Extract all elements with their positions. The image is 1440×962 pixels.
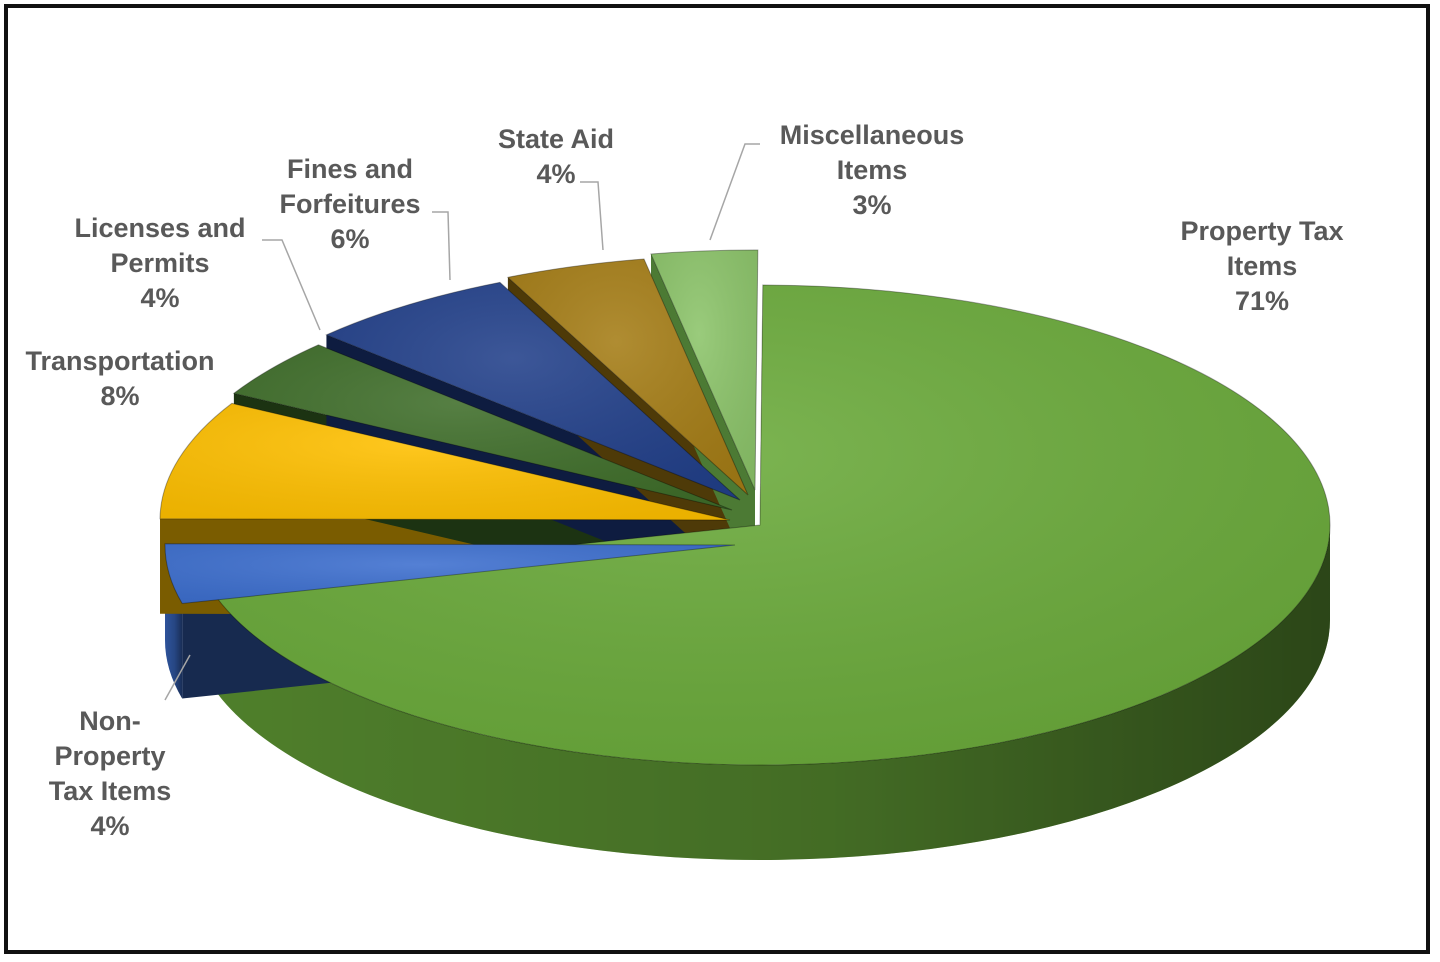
data-label-name: Items bbox=[837, 155, 908, 185]
data-label-name: Transportation bbox=[25, 346, 214, 376]
pie-slice-shine bbox=[165, 543, 736, 604]
pie-slice-shine bbox=[207, 285, 1331, 766]
data-label-value: 8% bbox=[100, 381, 139, 411]
data-label-value: 4% bbox=[90, 811, 129, 841]
data-label-name: Forfeitures bbox=[279, 189, 420, 219]
data-label-value: 4% bbox=[536, 159, 575, 189]
data-label-value: 4% bbox=[140, 283, 179, 313]
pie-tops bbox=[159, 249, 1331, 766]
pie-slice-shine bbox=[507, 259, 748, 495]
data-label-name: Fines and bbox=[287, 154, 413, 184]
leader-line bbox=[709, 143, 760, 241]
data-label-name: Tax Items bbox=[49, 776, 172, 806]
pie-slice-shine bbox=[650, 250, 758, 490]
data-label-state-aid: State Aid 4% bbox=[498, 124, 614, 189]
data-label-fines-and-forfeitures: Fines and Forfeitures 6% bbox=[279, 154, 420, 254]
data-label-property-tax-items: Property Tax Items 71% bbox=[1180, 216, 1343, 316]
data-label-name: Property bbox=[54, 741, 165, 771]
data-label-value: 6% bbox=[330, 224, 369, 254]
data-label-non-property-tax-items: Non- Property Tax Items 4% bbox=[49, 706, 172, 841]
data-label-name: Non- bbox=[79, 706, 140, 736]
data-label-name: State Aid bbox=[498, 124, 614, 154]
pie-slice-shine bbox=[326, 282, 740, 500]
pie-slice-side-dark bbox=[207, 525, 1331, 861]
leader-line bbox=[580, 181, 604, 251]
data-label-value: 71% bbox=[1235, 286, 1289, 316]
data-label-name: Property Tax bbox=[1180, 216, 1343, 246]
data-label-value: 3% bbox=[852, 190, 891, 220]
data-label-miscellaneous-items: Miscellaneous Items 3% bbox=[780, 120, 965, 220]
leader-line bbox=[262, 239, 321, 331]
leader-line bbox=[432, 211, 451, 281]
pie-slice-shine bbox=[160, 403, 730, 520]
data-label-name: Licenses and bbox=[74, 213, 245, 243]
pie-slice-side-shade bbox=[207, 525, 1331, 861]
data-label-name: Permits bbox=[110, 248, 209, 278]
data-label-transportation: Transportation 8% bbox=[25, 346, 214, 411]
data-label-name: Miscellaneous bbox=[780, 120, 965, 150]
data-label-licenses-and-permits: Licenses and Permits 4% bbox=[74, 213, 245, 313]
leader-line bbox=[164, 654, 191, 701]
pie-slice-shine bbox=[233, 344, 732, 510]
data-label-name: Items bbox=[1227, 251, 1298, 281]
data-labels: Property Tax Items 71% Non- Property Tax Item… bbox=[25, 120, 1343, 841]
leader-lines bbox=[164, 143, 760, 701]
